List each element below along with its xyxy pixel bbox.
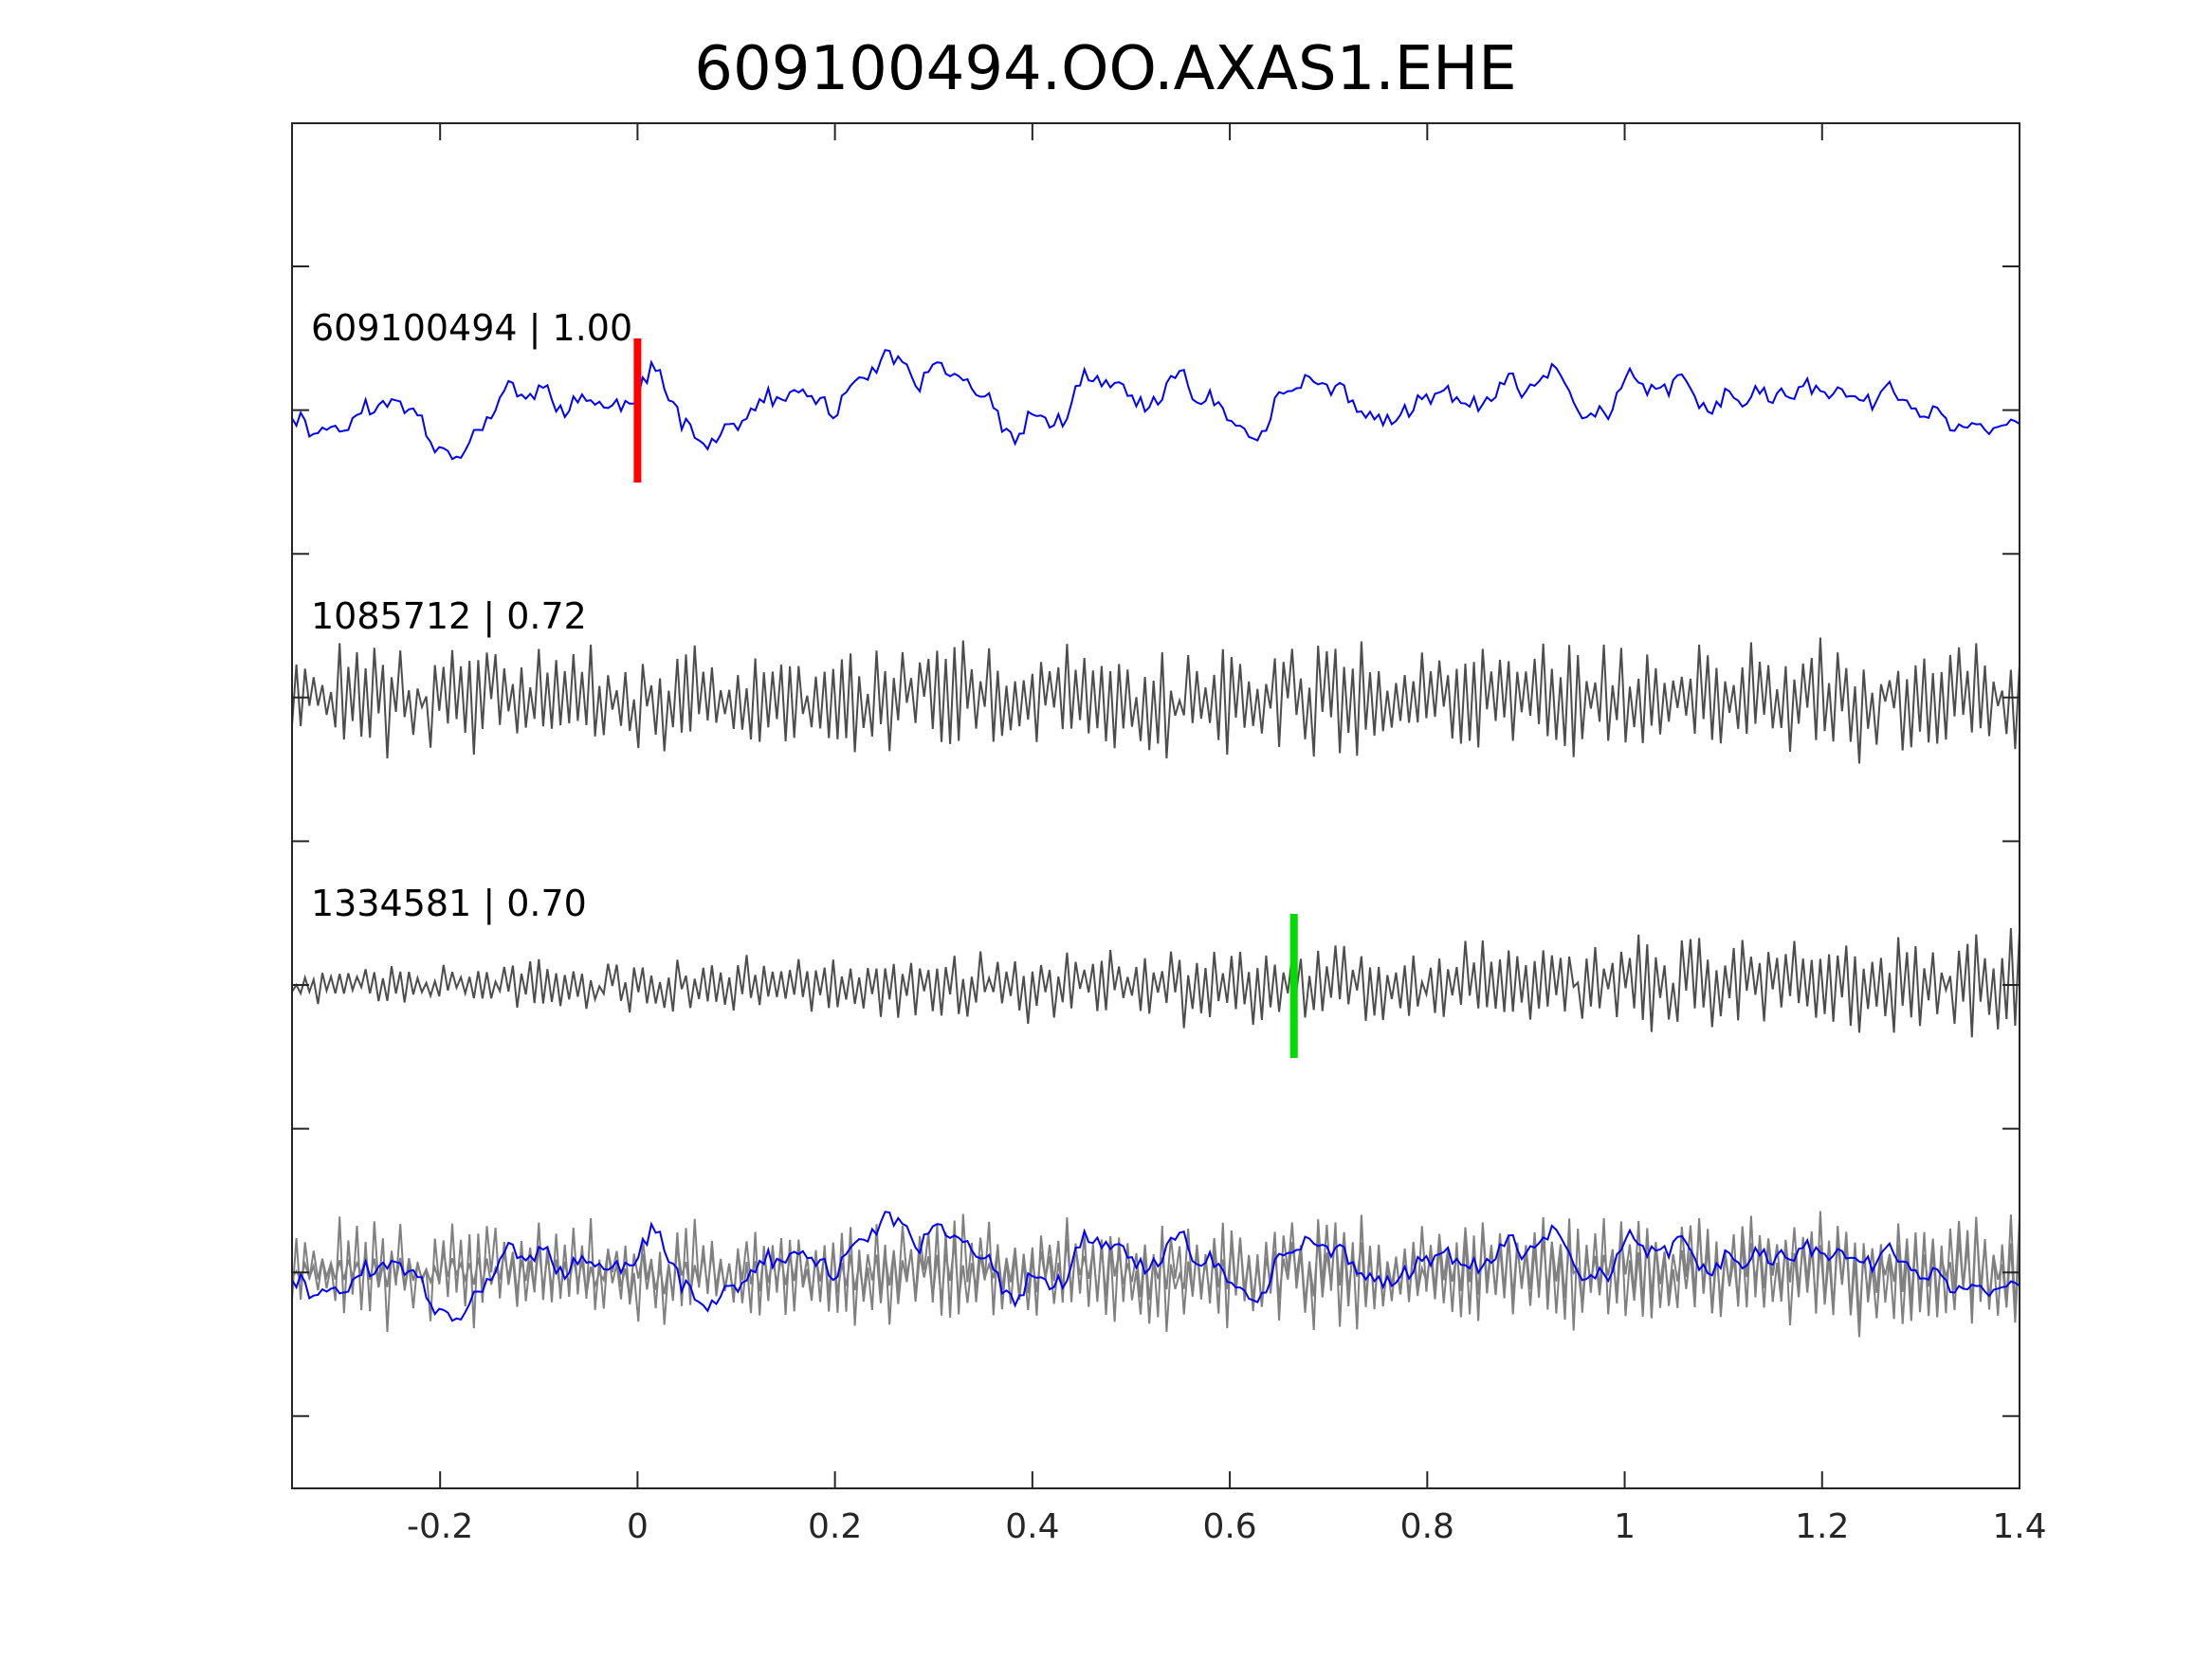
trace-2-label: 1085712 | 0.72 [311, 595, 587, 638]
trace-labels: 609100494 | 1.00 1085712 | 0.72 1334581 | … [311, 307, 632, 925]
x-tick-label: 0.2 [808, 1507, 862, 1546]
y-ticks [292, 265, 2020, 1417]
x-axis-ticks: -0.2 0 0.2 0.4 0.6 0.8 1 1.2 1.4 [407, 123, 2047, 1546]
trace-1-line [291, 349, 2020, 461]
trace-1-label: 609100494 | 1.00 [311, 307, 632, 350]
x-tick-label: 1.4 [1992, 1507, 2046, 1546]
x-tick-label: 1 [1614, 1507, 1636, 1546]
x-tick-label: 0.6 [1202, 1507, 1256, 1546]
overlay-trace-1 [291, 1211, 2020, 1322]
x-tick-label: 1.2 [1795, 1507, 1849, 1546]
x-tick-label: 0.4 [1005, 1507, 1059, 1546]
x-tick-label: -0.2 [407, 1507, 473, 1546]
overlay-group [291, 1211, 2020, 1338]
pick-markers [633, 338, 1298, 1058]
trace-2-line [291, 637, 2020, 764]
overlay-trace-2 [291, 1211, 2020, 1338]
x-tick-label: 0 [627, 1507, 649, 1546]
overlay-trace-3 [291, 1214, 2020, 1324]
trace-3-line [291, 928, 2020, 1038]
trace-3-label: 1334581 | 0.70 [311, 883, 587, 925]
chart-title: 609100494.OO.AXAS1.EHE [694, 34, 1516, 104]
trace-group [291, 349, 2020, 1038]
plot-area-frame [291, 122, 2020, 1489]
x-tick-label: 0.8 [1400, 1507, 1454, 1546]
